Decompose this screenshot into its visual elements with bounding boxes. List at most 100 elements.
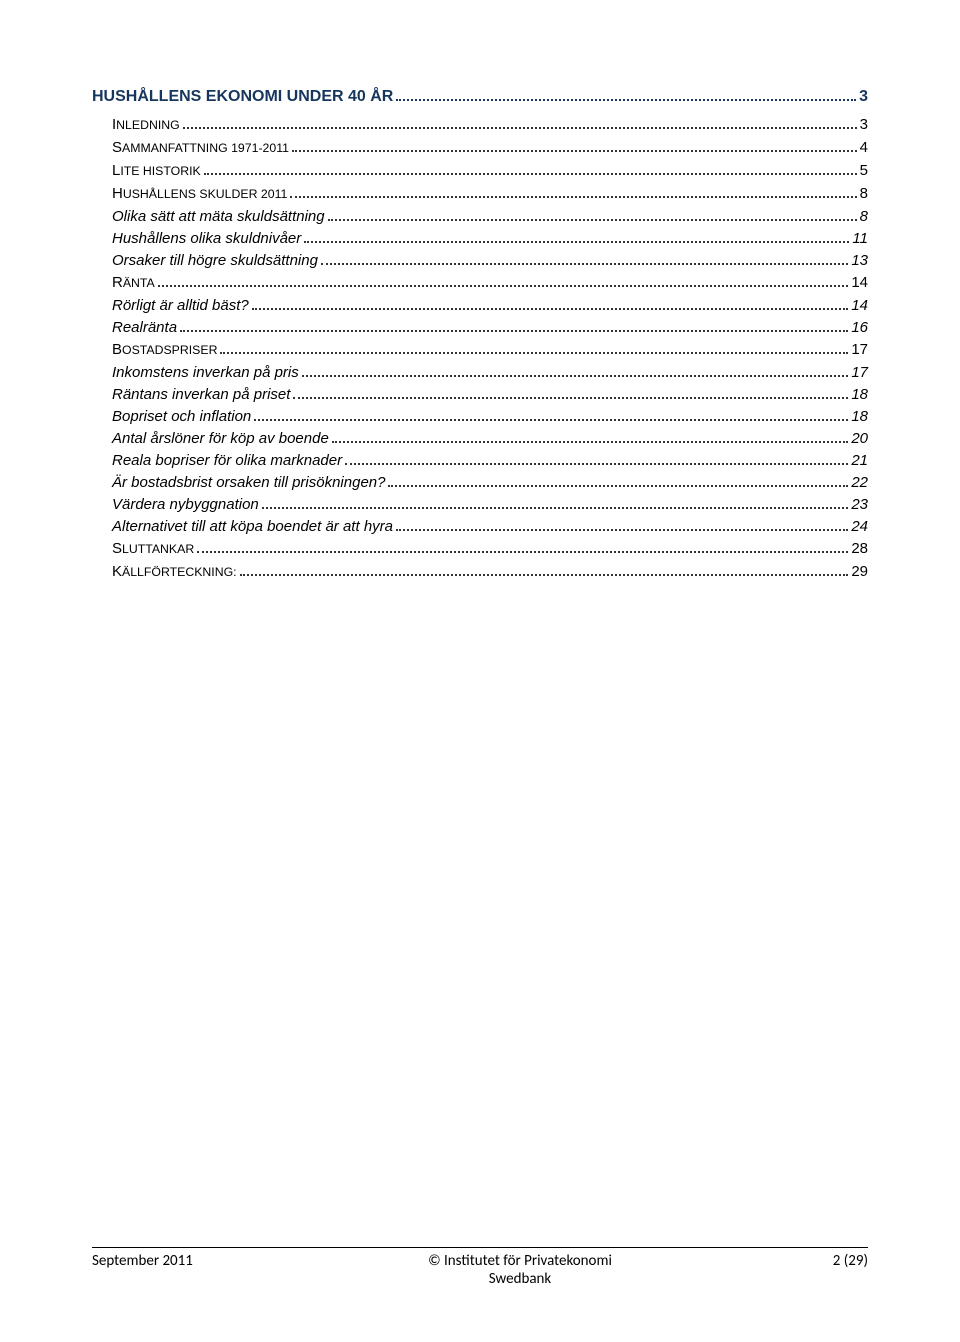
toc-label: KÄLLFÖRTECKNING: [112,563,237,580]
toc-label: Orsaker till högre skuldsättning [112,252,318,269]
toc-page-number: 3 [859,88,868,106]
toc-label: Bopriset och inflation [112,408,251,425]
toc-label-first: S [112,540,122,557]
toc-row: INLEDNING 3 [92,116,868,133]
toc-page-number: 13 [851,252,868,269]
toc-page-number: 4 [860,139,868,156]
toc-page-number: 16 [851,319,868,336]
toc-row: LITE HISTORIK 5 [92,162,868,179]
toc-label: Är bostadsbrist orsaken till prisökninge… [112,474,385,491]
toc-label-rest: USHÅLLENS SKULDER 2011 [123,187,288,201]
toc-page-number: 3 [860,116,868,133]
toc-leader [197,541,848,553]
toc-label: SAMMANFATTNING 1971-2011 [112,139,289,156]
toc-page-number: 11 [852,230,868,247]
toc-label-first: S [112,139,122,156]
toc-leader [204,163,857,175]
toc-row: HUSHÅLLENS SKULDER 20118 [92,185,868,202]
toc-row: Antal årslöner för köp av boende20 [92,430,868,447]
toc-row: Alternativet till att köpa boendet är at… [92,518,868,535]
toc-leader [183,117,857,129]
toc-row: SLUTTANKAR 28 [92,540,868,557]
toc-row: RÄNTA 14 [92,274,868,291]
toc-leader [290,186,856,198]
toc-row: BOSTADSPRISER17 [92,341,868,358]
toc-row: HUSHÅLLENS EKONOMI UNDER 40 ÅR 3 [92,88,868,106]
toc-leader [254,409,848,421]
toc-page-number: 24 [851,518,868,535]
toc-page-number: 8 [860,208,868,225]
toc-row: Hushållens olika skuldnivåer 11 [92,230,868,247]
toc-label-rest: AMMANFATTNING 1971-2011 [122,141,289,155]
toc-page-number: 22 [851,474,868,491]
toc-label: HUSHÅLLENS SKULDER 2011 [112,185,287,202]
toc-label: Hushållens olika skuldnivåer [112,230,301,247]
footer-center-line1: © Institutet för Privatekonomi [428,1252,612,1270]
toc-label: Realränta [112,319,177,336]
toc-label: Antal årslöner för köp av boende [112,430,329,447]
toc-label: Rörligt är alltid bäst? [112,297,249,314]
toc-row: Räntans inverkan på priset 18 [92,386,868,403]
toc-page-number: 5 [860,162,868,179]
footer-right: 2 (29) [748,1252,868,1288]
toc-leader [220,342,848,354]
toc-leader [332,431,849,443]
toc-label: INLEDNING [112,116,180,133]
toc-leader [304,231,849,243]
toc-label-first: H [112,185,123,202]
toc-row: Värdera nybyggnation 23 [92,496,868,513]
toc-label-first: K [112,563,122,580]
toc-row: Orsaker till högre skuldsättning 13 [92,252,868,269]
toc-page-number: 21 [851,452,868,469]
toc-label: Alternativet till att köpa boendet är at… [112,518,393,535]
toc-label-rest: OSTADSPRISER [122,343,217,357]
toc-label-rest: ÄNTA [123,276,155,290]
toc-leader [302,365,849,377]
toc-leader [292,140,857,152]
footer-center: © Institutet för Privatekonomi Swedbank [292,1252,748,1288]
toc-page-number: 18 [851,386,868,403]
toc-leader [396,88,856,101]
toc-row: SAMMANFATTNING 1971-2011 4 [92,139,868,156]
toc-page-number: 14 [851,274,868,291]
toc-label-rest: NLEDNING [116,118,180,132]
toc-leader [240,564,849,576]
toc-page-number: 29 [851,563,868,580]
toc-page-number: 28 [851,540,868,557]
toc-label-rest: LUTTANKAR [122,542,194,556]
toc-row: Inkomstens inverkan på pris 17 [92,364,868,381]
toc-label-rest: ITE HISTORIK [120,164,200,178]
toc-leader [252,298,849,310]
page-footer: September 2011 © Institutet för Privatek… [92,1247,868,1288]
footer-left: September 2011 [92,1252,292,1288]
toc-label: Räntans inverkan på priset [112,386,290,403]
toc-label: HUSHÅLLENS EKONOMI UNDER 40 ÅR [92,88,393,106]
toc-label-first: R [112,274,123,291]
footer-center-line2: Swedbank [489,1270,551,1288]
toc-label: RÄNTA [112,274,155,291]
toc-label: Reala bopriser för olika marknader [112,452,342,469]
toc-leader [328,209,857,221]
toc-leader [293,387,848,399]
toc-leader [345,453,848,465]
toc-row: Rörligt är alltid bäst? 14 [92,297,868,314]
toc-leader [262,497,849,509]
toc-label-rest: ÄLLFÖRTECKNING: [122,565,237,579]
toc-page-number: 23 [851,496,868,513]
toc-row: Olika sätt att mäta skuldsättning 8 [92,208,868,225]
toc-label-first: B [112,341,122,358]
toc-row: Realränta 16 [92,319,868,336]
toc-leader [158,275,849,287]
toc-row: Reala bopriser för olika marknader 21 [92,452,868,469]
toc-label: BOSTADSPRISER [112,341,217,358]
toc-row: KÄLLFÖRTECKNING: 29 [92,563,868,580]
toc-page-number: 18 [851,408,868,425]
toc-row: Bopriset och inflation 18 [92,408,868,425]
toc-label: Värdera nybyggnation [112,496,259,513]
toc-page-number: 14 [851,297,868,314]
toc-page-number: 17 [851,364,868,381]
page-root: HUSHÅLLENS EKONOMI UNDER 40 ÅR3INLEDNING… [0,0,960,1342]
toc-label: Inkomstens inverkan på pris [112,364,299,381]
toc-label: LITE HISTORIK [112,162,201,179]
toc-label: Olika sätt att mäta skuldsättning [112,208,325,225]
